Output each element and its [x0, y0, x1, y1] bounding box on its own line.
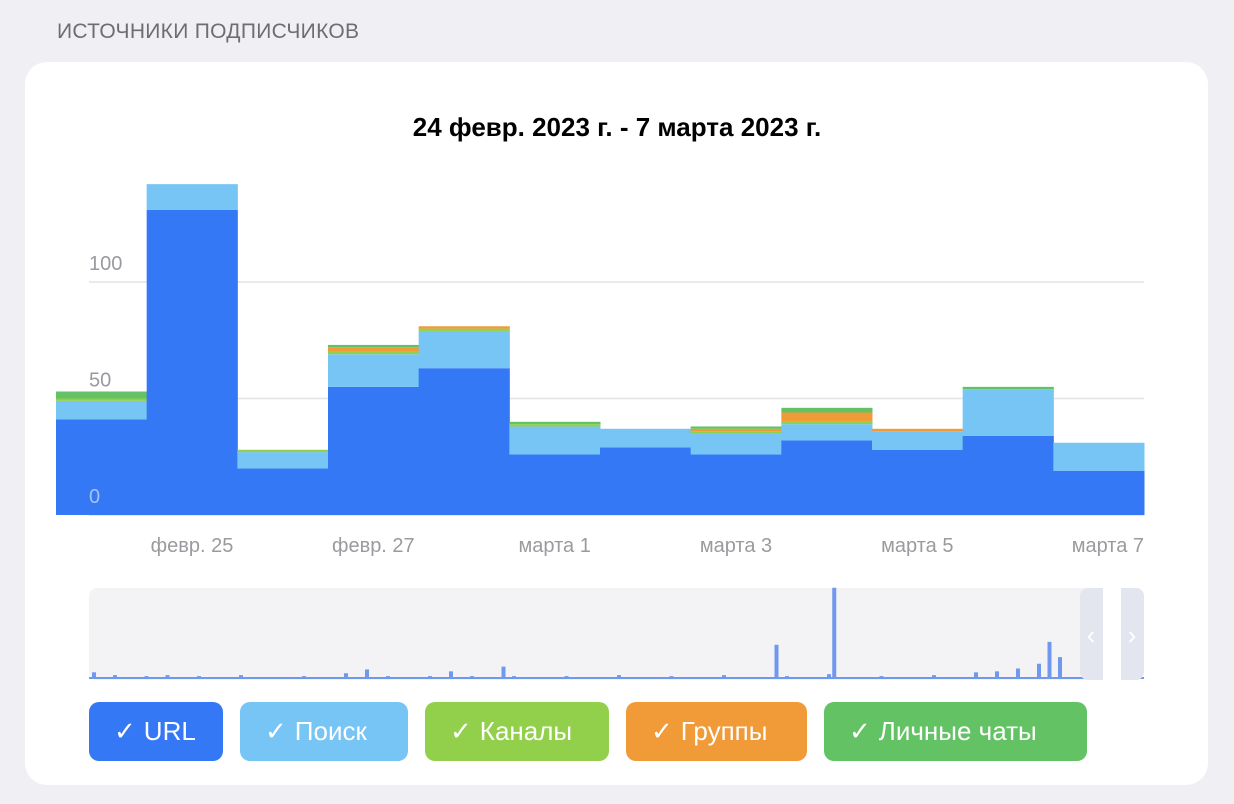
bar-segment[interactable]	[962, 386, 1054, 390]
chevron-right-icon: ›	[1128, 620, 1137, 650]
overview-spike	[722, 675, 726, 678]
bar-segment[interactable]	[781, 421, 873, 425]
x-tick-label: марта 3	[700, 535, 772, 557]
bar-segment[interactable]	[418, 326, 510, 329]
overview-spike	[344, 673, 348, 678]
bar-segment[interactable]	[781, 407, 873, 413]
bar-segment[interactable]	[690, 426, 782, 429]
filter-label: Группы	[680, 716, 768, 746]
filter-chip-url[interactable]: ✓ URL	[89, 702, 223, 761]
overview-spike	[617, 675, 621, 678]
y-tick-label: 50	[89, 370, 111, 392]
bar-segment[interactable]	[690, 433, 782, 455]
bar-segment[interactable]	[962, 389, 1054, 436]
checkmark-icon: ✓	[849, 716, 871, 746]
chevron-left-icon: ‹	[1087, 620, 1096, 650]
overview-spike	[113, 675, 117, 678]
bar-segment[interactable]	[418, 368, 510, 515]
overview-background	[89, 588, 1144, 680]
checkmark-icon: ✓	[651, 716, 673, 746]
bar-segment[interactable]	[237, 468, 329, 515]
bar-segment[interactable]	[872, 449, 964, 515]
bar-segment[interactable]	[146, 209, 238, 515]
filter-chip-groups[interactable]: ✓ Группы	[626, 702, 807, 761]
overview-spike	[1016, 668, 1020, 678]
bar-segment[interactable]	[1053, 442, 1145, 471]
bar-segment[interactable]	[56, 419, 148, 515]
overview-spike	[239, 675, 243, 678]
filter-chip-search[interactable]: ✓ Поиск	[240, 702, 408, 761]
overview-spike	[827, 674, 831, 678]
bar-segment[interactable]	[509, 426, 601, 455]
bar-segment[interactable]	[56, 400, 148, 420]
bar-segment[interactable]	[418, 328, 510, 331]
bar-segment[interactable]	[509, 421, 601, 425]
x-tick-label: февр. 25	[151, 535, 234, 557]
overview-spike	[449, 671, 453, 678]
bar-segment[interactable]	[237, 452, 329, 469]
filter-label: Поиск	[294, 716, 367, 746]
filter-label: Личные чаты	[878, 716, 1037, 746]
overview-spike	[501, 666, 506, 678]
bar-segment[interactable]	[1053, 470, 1145, 515]
bar-segment[interactable]	[328, 386, 420, 515]
overview-spike	[995, 671, 999, 678]
bar-segment[interactable]	[328, 347, 420, 352]
overview-spike	[974, 672, 978, 678]
filter-chip-private-chats[interactable]: ✓ Личные чаты	[824, 702, 1087, 761]
bar-segment[interactable]	[600, 447, 692, 515]
overview-spike	[832, 587, 837, 678]
bar-segment[interactable]	[781, 440, 873, 515]
checkmark-icon: ✓	[265, 716, 287, 746]
bar-segment[interactable]	[328, 344, 420, 348]
bar-segment[interactable]	[690, 428, 782, 432]
x-tick-label: марта 5	[881, 535, 953, 557]
filter-chip-channels[interactable]: ✓ Каналы	[425, 702, 609, 761]
bar-segment[interactable]	[237, 449, 329, 453]
section-title: ИСТОЧНИКИ ПОДПИСЧИКОВ	[57, 20, 360, 43]
bar-segment[interactable]	[781, 424, 873, 441]
x-tick-label: февр. 27	[332, 535, 415, 557]
overview-spike	[1047, 641, 1052, 678]
bar-segment[interactable]	[962, 435, 1054, 515]
x-tick-label: марта 7	[1072, 535, 1144, 557]
filter-label: URL	[143, 716, 196, 746]
main-chart: 0 50 100 февр. 25 февр. 27 марта 1 марта 3 мар…	[56, 184, 1145, 557]
bar-segment[interactable]	[56, 391, 148, 399]
bar-segment[interactable]	[509, 424, 601, 427]
range-selector[interactable]: ‹ ›	[1080, 588, 1144, 680]
bar-segment[interactable]	[328, 354, 420, 387]
bar-segment[interactable]	[509, 454, 601, 515]
bar-segment[interactable]	[781, 412, 873, 422]
overview-spike	[165, 675, 170, 678]
bar-segment[interactable]	[872, 428, 964, 432]
checkmark-icon: ✓	[114, 716, 136, 746]
overview-spike	[365, 669, 369, 678]
x-tick-label: марта 1	[519, 535, 591, 557]
chart-title: 24 февр. 2023 г. - 7 марта 2023 г.	[412, 112, 822, 142]
filter-label: Каналы	[479, 716, 573, 746]
bar-segment[interactable]	[690, 431, 782, 434]
overview-spike	[92, 672, 96, 678]
range-handle[interactable]	[1103, 588, 1121, 680]
y-tick-label: 100	[89, 253, 122, 275]
bar-segment[interactable]	[600, 428, 692, 448]
overview-spike	[932, 675, 936, 678]
bar-segment[interactable]	[146, 184, 238, 210]
bar-segment[interactable]	[418, 330, 510, 369]
checkmark-icon: ✓	[450, 716, 472, 746]
overview-spike	[1058, 657, 1062, 678]
overview-spike	[1037, 663, 1041, 678]
overview-spike	[774, 644, 779, 678]
bar-segment[interactable]	[328, 351, 420, 355]
y-tick-label: 0	[89, 486, 100, 508]
legend-filters: ✓ URL ✓ Поиск ✓ Каналы ✓ Группы ✓ Личные…	[89, 702, 1087, 761]
bar-segment[interactable]	[872, 431, 964, 450]
bar-segment[interactable]	[56, 398, 148, 401]
bar-segment[interactable]	[690, 454, 782, 515]
